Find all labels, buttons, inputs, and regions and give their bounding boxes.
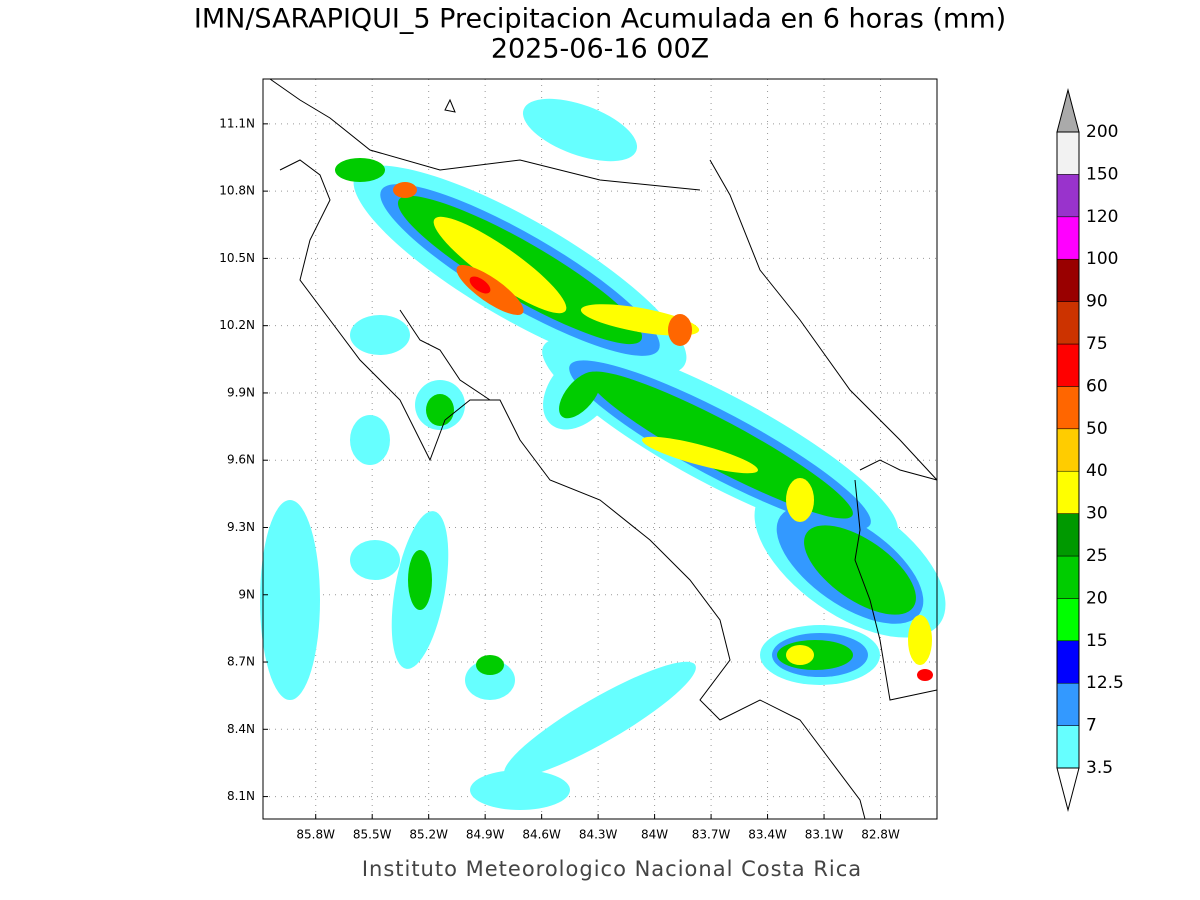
x-tick-label: 83.4W (748, 828, 787, 842)
x-tick-label: 84W (641, 828, 668, 842)
x-tick-label: 82.8W (861, 828, 900, 842)
colorbar: 3.5 7 12.5 15 20 25 30 40 50 60 75 90 100 120 150 200 (1056, 88, 1124, 812)
colorbar-label: 150 (1086, 164, 1118, 184)
colorbar-label: 12.5 (1086, 673, 1124, 693)
precipitation-field (260, 98, 946, 810)
colorbar-box (1056, 640, 1080, 684)
colorbar-label: 40 (1086, 461, 1108, 481)
y-tick-label: 9.6N (227, 453, 255, 467)
colorbar-frame (1056, 131, 1080, 769)
colorbar-label: 30 (1086, 504, 1108, 524)
x-tick-label: 83.1W (805, 828, 844, 842)
y-tick-label: 8.7N (227, 655, 255, 669)
colorbar-box (1056, 725, 1080, 769)
y-tick-label: 10.8N (219, 184, 255, 198)
colorbar-box (1056, 598, 1080, 642)
ticks: 85.8W 85.5W 85.2W 84.9W 84.6W 84.3W 84W 83.7W 83… (219, 116, 900, 841)
colorbar-box (1056, 555, 1080, 599)
colorbar-label: 120 (1086, 207, 1118, 227)
colorbar-box (1056, 682, 1080, 726)
plot-area: 85.8W 85.5W 85.2W 84.9W 84.6W 84.3W 84W 83.7W 83… (219, 78, 946, 842)
subtitle: 2025-06-16 00Z (491, 34, 709, 65)
colorbar-label: 3.5 (1086, 758, 1113, 778)
coastline (269, 78, 938, 820)
x-tick-label: 84.3W (579, 828, 618, 842)
colorbar-box (1056, 428, 1080, 472)
x-tick-label: 84.9W (466, 828, 505, 842)
colorbar-over (1056, 88, 1080, 133)
colorbar-box (1056, 216, 1080, 260)
colorbar-box (1056, 470, 1080, 514)
colorbar-label: 25 (1086, 546, 1108, 566)
colorbar-box (1056, 513, 1080, 557)
colorbar-label: 90 (1086, 292, 1108, 312)
y-tick-label: 9N (238, 587, 255, 601)
colorbar-label: 15 (1086, 631, 1108, 651)
colorbar-label: 60 (1086, 376, 1108, 396)
x-tick-label: 85.8W (296, 828, 335, 842)
y-tick-label: 9.3N (227, 520, 255, 534)
y-tick-label: 8.4N (227, 722, 255, 736)
colorbar-box (1056, 386, 1080, 430)
x-tick-label: 83.7W (692, 828, 731, 842)
colorbar-box (1056, 343, 1080, 387)
colorbar-label: 75 (1086, 334, 1108, 354)
colorbar-under (1056, 767, 1080, 812)
x-tick-label: 85.5W (353, 828, 392, 842)
y-tick-label: 11.1N (219, 116, 255, 130)
colorbar-box (1056, 131, 1080, 175)
plot-frame (262, 78, 938, 820)
x-tick-label: 85.2W (409, 828, 448, 842)
colorbar-label: 200 (1086, 122, 1118, 142)
colorbar-label: 7 (1086, 716, 1097, 736)
footer: Instituto Meteorologico Nacional Costa R… (362, 857, 862, 881)
colorbar-label: 20 (1086, 588, 1108, 608)
y-tick-label: 10.2N (219, 318, 255, 332)
colorbar-box (1056, 258, 1080, 302)
colorbar-box (1056, 174, 1080, 218)
y-tick-label: 9.9N (227, 385, 255, 399)
colorbar-label: 100 (1086, 249, 1118, 269)
title: IMN/SARAPIQUI_5 Precipitacion Acumulada … (194, 4, 1006, 35)
colorbar-box (1056, 301, 1080, 345)
y-tick-label: 8.1N (227, 789, 255, 803)
y-tick-label: 10.5N (219, 251, 255, 265)
colorbar-label: 50 (1086, 419, 1108, 439)
x-tick-label: 84.6W (522, 828, 561, 842)
